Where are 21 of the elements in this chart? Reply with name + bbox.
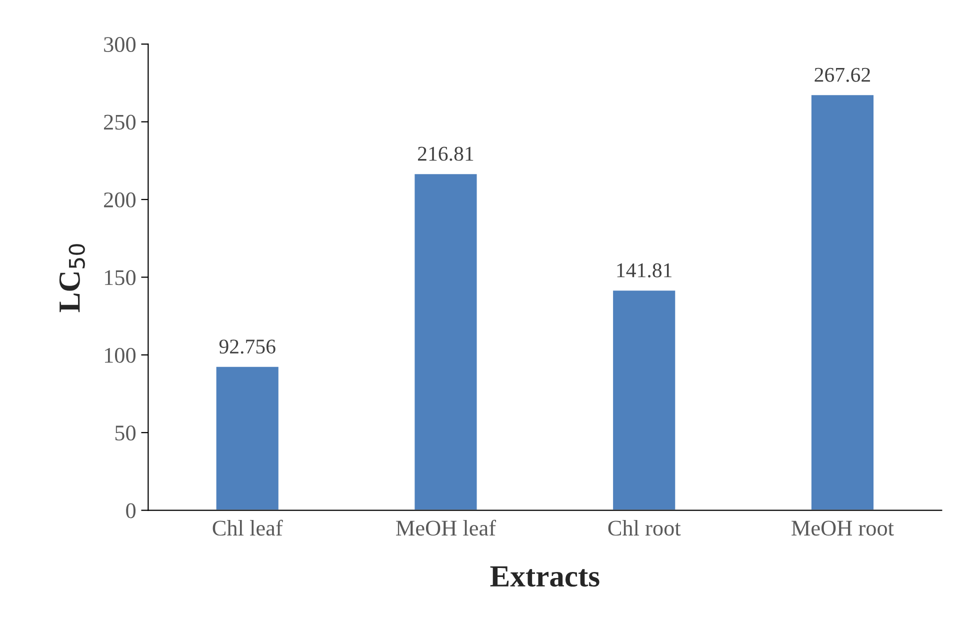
data-label: 141.81 — [617, 263, 672, 278]
data-label: 216.81 — [418, 146, 474, 161]
y-tick-label: 0 — [126, 503, 136, 518]
bar — [214, 365, 280, 510]
x-tick-label: Chl leaf — [212, 520, 283, 536]
bar — [810, 94, 875, 510]
y-tick-label: 50 — [115, 426, 136, 441]
y-tick-label: 150 — [104, 270, 136, 286]
y-tick-label: 100 — [104, 348, 136, 363]
data-label: 92.756 — [219, 340, 276, 354]
data-label: 267.62 — [814, 68, 870, 82]
x-axis-title: Extracts — [490, 566, 600, 587]
x-tick-label: MeOH root — [792, 520, 894, 536]
bar — [413, 172, 478, 510]
x-tick-label: Chl root — [608, 520, 681, 536]
y-axis-title: LC$_{50}$ — [59, 244, 85, 312]
y-tick-label: 300 — [104, 37, 136, 52]
bar — [612, 289, 677, 510]
x-tick-label: MeOH leaf — [396, 520, 496, 536]
y-tick-label: 250 — [104, 114, 136, 130]
y-tick-label: 200 — [104, 192, 136, 208]
